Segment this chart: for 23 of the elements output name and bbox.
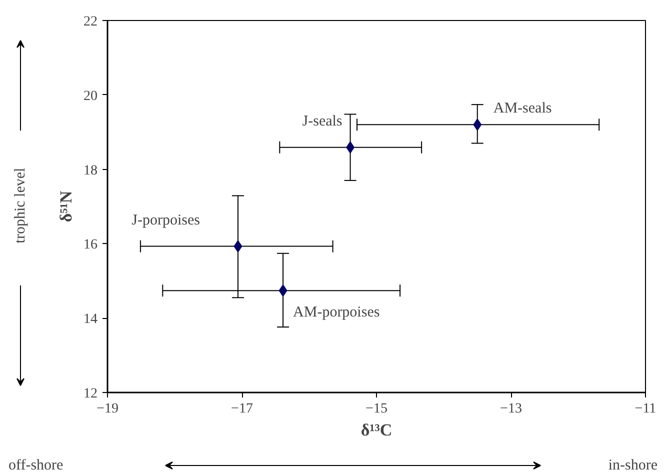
annotation: AM-porpoises (293, 304, 380, 321)
y-tick-label: 16 (84, 238, 98, 253)
y-axis-title: δ⁵¹N (56, 190, 76, 222)
x-tick-label: −19 (96, 402, 118, 416)
annotation: J-seals (302, 113, 342, 130)
x-tick-label: −11 (634, 402, 656, 416)
x-tick-label: −13 (500, 402, 522, 416)
x-tick-label: −17 (231, 402, 253, 416)
x-axis-title: δ¹³C (360, 420, 392, 440)
text: off-shore (8, 458, 64, 474)
point (473, 118, 482, 131)
y-tick-label: 14 (84, 312, 98, 328)
text: in-shore (608, 458, 658, 474)
text: trophic level (12, 168, 28, 244)
y-tick-label: 22 (84, 14, 98, 30)
y-tick-label: 18 (84, 163, 98, 178)
point (234, 240, 242, 252)
annotation: J-porpoises (132, 212, 200, 228)
y-tick-label: 20 (84, 88, 98, 104)
annotation: AM-seals (493, 100, 552, 117)
y-tick-label: 12 (84, 386, 98, 402)
point (278, 284, 288, 297)
x-tick-label: −15 (366, 402, 388, 416)
